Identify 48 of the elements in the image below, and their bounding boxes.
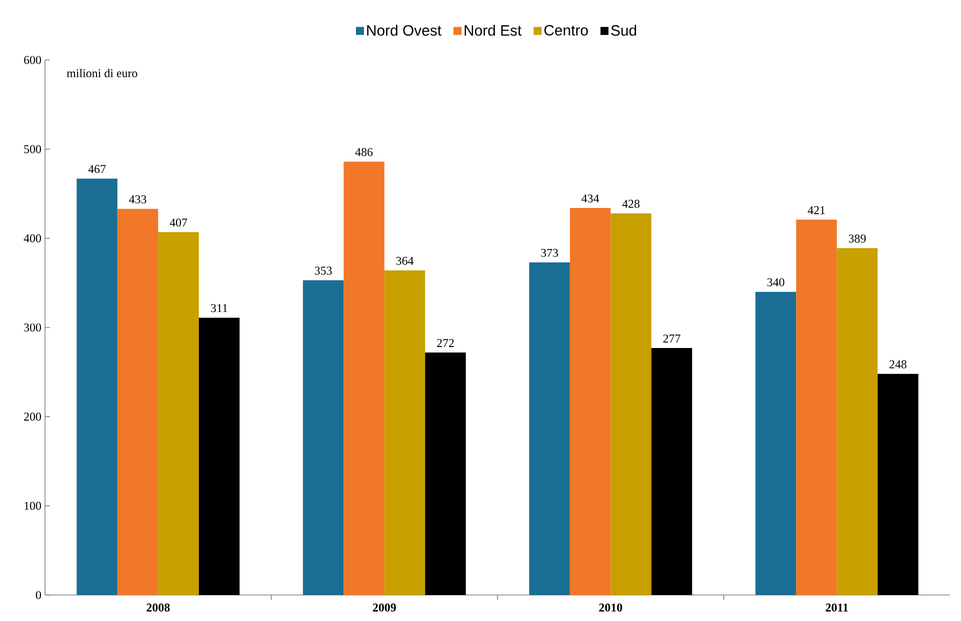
bar [117,208,158,595]
data-label: 364 [396,256,414,265]
x-tick-label: 2011 [826,604,848,612]
data-label: 389 [848,234,866,243]
legend-label: Sud [611,24,636,36]
data-label: 407 [170,218,188,227]
data-label: 433 [129,195,146,204]
bar [198,318,240,595]
data-label: 373 [541,248,558,257]
bar [384,270,426,595]
y-axis-title: milioni di euro [66,68,138,78]
data-label: 434 [582,194,600,202]
y-tick-label: 200 [24,412,42,421]
data-label: 311 [211,304,228,312]
bar [425,352,466,595]
data-label: 248 [890,360,906,368]
bar [755,292,796,595]
bar [796,220,837,595]
legend-label: Nord Ovest [367,24,442,36]
bar [836,248,878,595]
legend-label: Centro [544,24,588,36]
bar [302,280,344,595]
bar [76,178,118,595]
x-tick-label: 2008 [146,604,170,612]
legend-label: Nord Est [464,24,522,36]
data-label: 421 [808,206,825,214]
bar [651,348,692,595]
y-tick-label: 600 [24,56,42,64]
bar [158,232,199,595]
y-tick-label: 500 [24,145,42,154]
data-label: 428 [622,200,640,208]
bar [610,213,652,595]
x-tick-label: 2010 [599,604,622,612]
data-label: 353 [314,266,332,275]
bar [529,262,570,595]
data-label: 340 [767,278,784,286]
y-tick-label: 300 [24,323,42,332]
bar [878,374,918,595]
data-label: 486 [355,148,373,156]
y-tick-label: 0 [36,590,42,600]
data-label: 277 [663,334,680,342]
y-tick-label: 400 [24,234,42,242]
bar [344,162,384,595]
y-tick-label: 100 [24,502,42,510]
data-label: 467 [88,165,106,174]
x-tick-label: 2009 [372,604,396,612]
bar [570,208,611,595]
data-label: 272 [437,339,454,347]
